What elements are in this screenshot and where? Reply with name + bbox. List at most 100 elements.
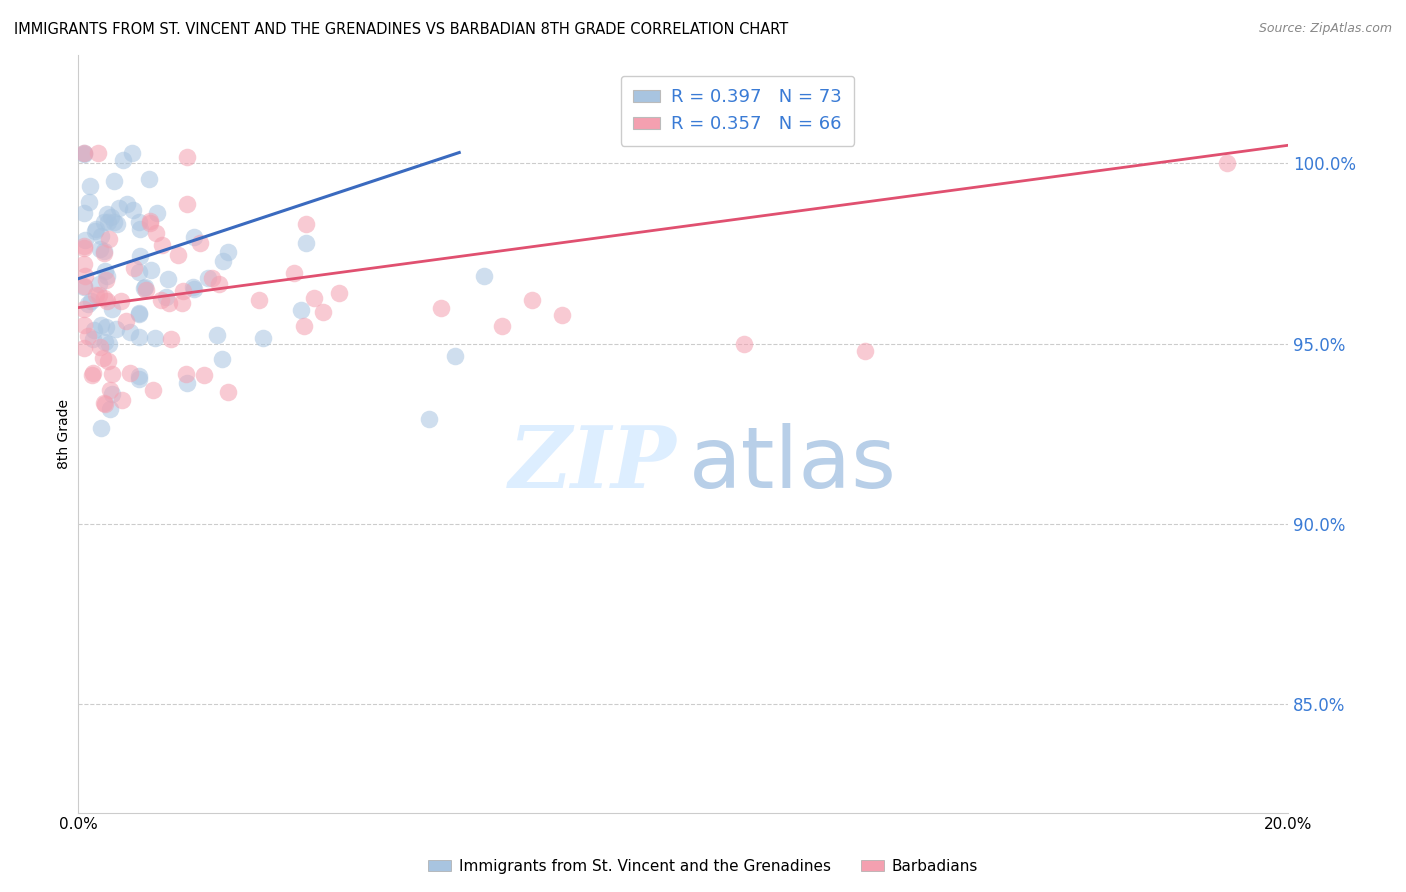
Point: [172, 284, 194, 298]
Point: [73, 145, 96, 160]
Point: [108, 202, 131, 216]
Point: [150, 238, 173, 252]
Y-axis label: 8th Grade: 8th Grade: [58, 399, 72, 469]
Text: atlas: atlas: [689, 423, 897, 506]
Point: [73, 257, 96, 271]
Point: [149, 293, 172, 308]
Point: [294, 217, 316, 231]
Point: [181, 280, 204, 294]
Point: [73, 239, 96, 253]
Point: [94, 335, 117, 350]
Point: [160, 332, 183, 346]
Point: [103, 174, 125, 188]
Point: [853, 343, 876, 358]
Point: [128, 215, 150, 229]
Point: [73, 279, 96, 293]
Point: [328, 285, 350, 300]
Point: [80, 294, 103, 309]
Point: [84, 288, 107, 302]
Point: [73, 205, 96, 219]
Point: [128, 330, 150, 344]
Point: [551, 308, 574, 322]
Point: [73, 233, 96, 247]
Point: [174, 367, 197, 381]
Point: [472, 268, 495, 283]
Point: [97, 336, 120, 351]
Point: [170, 296, 193, 310]
Point: [101, 302, 124, 317]
Point: [129, 249, 152, 263]
Point: [304, 291, 326, 305]
Point: [101, 368, 124, 382]
Legend: R = 0.397   N = 73, R = 0.357   N = 66: R = 0.397 N = 73, R = 0.357 N = 66: [620, 76, 855, 145]
Point: [128, 265, 150, 279]
Point: [104, 321, 127, 335]
Point: [93, 246, 115, 260]
Point: [139, 216, 162, 230]
Point: [201, 270, 224, 285]
Point: [96, 207, 118, 221]
Point: [135, 283, 157, 297]
Point: [138, 171, 160, 186]
Point: [157, 272, 180, 286]
Point: [212, 254, 235, 268]
Point: [312, 305, 335, 319]
Point: [76, 329, 98, 343]
Point: [110, 294, 132, 309]
Point: [132, 281, 155, 295]
Point: [80, 368, 103, 383]
Point: [79, 178, 101, 193]
Point: [73, 279, 96, 293]
Point: [121, 145, 143, 160]
Legend: Immigrants from St. Vincent and the Grenadines, Barbadians: Immigrants from St. Vincent and the Gren…: [422, 853, 984, 880]
Point: [93, 215, 115, 229]
Point: [94, 319, 117, 334]
Point: [290, 302, 312, 317]
Point: [283, 266, 305, 280]
Point: [73, 145, 96, 160]
Point: [83, 223, 105, 237]
Point: [122, 261, 145, 276]
Point: [83, 323, 105, 337]
Point: [103, 215, 125, 229]
Point: [217, 245, 239, 260]
Point: [1216, 156, 1239, 170]
Point: [87, 288, 110, 302]
Point: [73, 318, 96, 333]
Point: [145, 331, 167, 345]
Point: [418, 412, 440, 426]
Point: [93, 396, 115, 410]
Point: [176, 150, 198, 164]
Point: [115, 197, 138, 211]
Point: [443, 349, 465, 363]
Point: [76, 297, 98, 311]
Point: [193, 368, 215, 382]
Point: [145, 226, 167, 240]
Point: [73, 269, 96, 284]
Point: [100, 387, 122, 401]
Point: [249, 293, 271, 307]
Point: [176, 376, 198, 391]
Point: [82, 332, 104, 346]
Point: [73, 242, 96, 256]
Point: [73, 341, 96, 355]
Point: [217, 385, 239, 400]
Point: [114, 314, 136, 328]
Point: [183, 282, 205, 296]
Point: [118, 366, 141, 380]
Point: [82, 366, 104, 380]
Point: [128, 221, 150, 235]
Point: [89, 340, 111, 354]
Point: [197, 270, 219, 285]
Point: [98, 232, 121, 246]
Point: [491, 318, 513, 333]
Point: [139, 214, 162, 228]
Point: [292, 319, 315, 334]
Point: [93, 263, 115, 277]
Point: [77, 194, 100, 209]
Point: [94, 273, 117, 287]
Point: [128, 307, 150, 321]
Point: [295, 235, 318, 250]
Point: [166, 247, 188, 261]
Text: Source: ZipAtlas.com: Source: ZipAtlas.com: [1258, 22, 1392, 36]
